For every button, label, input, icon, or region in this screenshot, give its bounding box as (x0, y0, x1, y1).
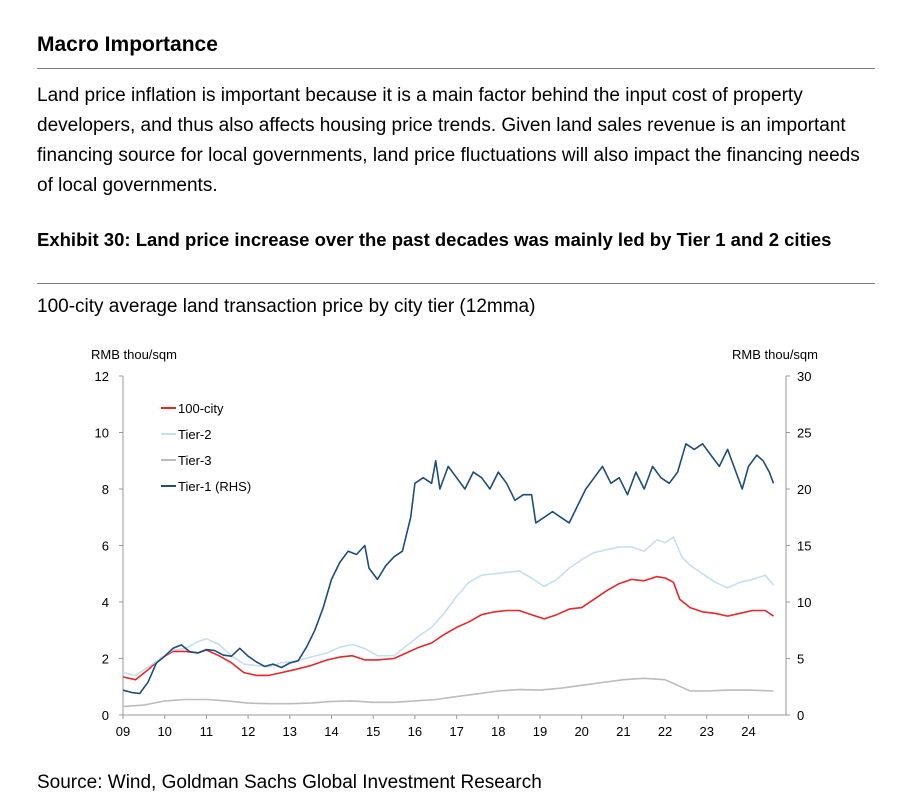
x-tick-label: 14 (324, 724, 338, 739)
source-note: Source: Wind, Goldman Sachs Global Inves… (37, 772, 542, 793)
body-paragraph: Land price inflation is important becaus… (37, 85, 860, 196)
series-line-100-city (122, 575, 774, 681)
right-tick-label: 10 (797, 595, 811, 610)
section-divider (37, 68, 875, 69)
x-tick-label: 23 (700, 724, 714, 739)
x-tick-label: 17 (449, 724, 463, 739)
chart-legend: 100-city Tier-2 Tier-3 Tier-1 (RHS) (161, 401, 251, 494)
section-title: Macro Importance (37, 33, 218, 56)
x-tick-label: 15 (366, 724, 380, 739)
x-tick-label: 13 (283, 724, 297, 739)
x-tick-label: 18 (491, 724, 505, 739)
legend-label: 100-city (178, 401, 224, 416)
chart-subtitle: 100-city average land transaction price … (37, 296, 536, 317)
left-tick-label: 8 (102, 482, 109, 497)
left-tick-label: 12 (95, 369, 109, 384)
left-tick-label: 10 (95, 426, 109, 441)
x-tick-label: 19 (533, 724, 547, 739)
x-tick-label: 10 (157, 724, 171, 739)
series-line-tier-1-rhs (122, 443, 775, 695)
chart-series (122, 443, 775, 708)
right-tick-label: 25 (797, 426, 811, 441)
right-tick-label: 5 (797, 652, 804, 667)
x-tick-label: 24 (741, 724, 755, 739)
x-tick-label: 16 (408, 724, 422, 739)
x-tick-label: 21 (616, 724, 630, 739)
left-tick-label: 0 (102, 708, 109, 723)
x-tick-label: 11 (200, 724, 214, 739)
x-tick-label: 09 (116, 724, 130, 739)
left-tick-label: 2 (102, 652, 109, 667)
right-tick-label: 20 (797, 482, 811, 497)
left-tick-label: 4 (102, 595, 109, 610)
exhibit-title: Exhibit 30: Land price increase over the… (37, 229, 832, 250)
left-axis-label: RMB thou/sqm (91, 347, 177, 362)
legend-label: Tier-1 (RHS) (178, 479, 251, 494)
x-tick-label: 12 (241, 724, 255, 739)
series-line-tier-2 (122, 536, 775, 677)
legend-label: Tier-2 (178, 427, 211, 442)
right-tick-label: 15 (797, 539, 811, 554)
legend-label: Tier-3 (178, 453, 211, 468)
series-line-tier-3 (122, 677, 774, 708)
x-tick-label: 20 (574, 724, 588, 739)
right-tick-label: 0 (797, 708, 804, 723)
line-chart: RMB thou/sqm RMB thou/sqm 02468101205101… (91, 347, 818, 739)
right-tick-label: 30 (797, 369, 811, 384)
x-tick-label: 22 (658, 724, 672, 739)
exhibit-divider (37, 283, 875, 284)
left-tick-label: 6 (102, 539, 109, 554)
right-axis-label: RMB thou/sqm (732, 347, 818, 362)
